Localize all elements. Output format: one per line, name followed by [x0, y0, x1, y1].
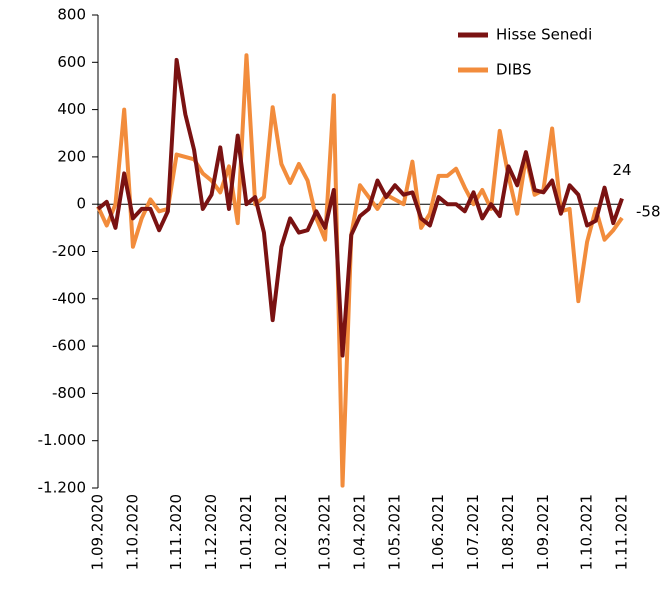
x-tick-label: 1.10.2021 [578, 494, 596, 570]
x-tick-label: 1.10.2020 [123, 494, 141, 570]
x-tick-label: 1.12.2020 [202, 494, 220, 570]
y-tick-label: -200 [52, 242, 86, 260]
data-label: -58 [636, 202, 661, 220]
data-label: 24 [612, 161, 631, 179]
series-line [96, 57, 624, 358]
x-tick-label: 1.06.2021 [429, 494, 447, 570]
y-tick-label: -1.000 [38, 431, 86, 449]
y-tick-label: -1.200 [38, 479, 86, 497]
y-tick-label: 0 [76, 195, 86, 213]
x-tick-label: 1.11.2020 [167, 494, 185, 570]
x-tick-label: 1.11.2021 [613, 494, 631, 570]
x-tick-label: 1.03.2021 [316, 494, 334, 570]
x-tick-label: 1.05.2021 [385, 494, 403, 570]
y-tick-label: 200 [57, 147, 86, 165]
y-tick-label: -400 [52, 289, 86, 307]
x-tick-label: 1.09.2020 [89, 494, 107, 570]
y-tick-label: 600 [57, 53, 86, 71]
legend-label: Hisse Senedi [496, 26, 592, 44]
legend-label: DIBS [496, 61, 532, 79]
y-tick-label: 400 [57, 100, 86, 118]
series-line [96, 53, 624, 488]
x-tick-label: 1.01.2021 [237, 494, 255, 570]
y-tick-label: 800 [57, 6, 86, 24]
x-tick-label: 1.08.2021 [499, 494, 517, 570]
x-tick-label: 1.07.2021 [464, 494, 482, 570]
y-tick-label: -800 [52, 384, 86, 402]
x-tick-label: 1.09.2021 [534, 494, 552, 570]
y-tick-label: -600 [52, 337, 86, 355]
x-tick-label: 1.04.2021 [351, 494, 369, 570]
x-tick-label: 1.02.2021 [272, 494, 290, 570]
